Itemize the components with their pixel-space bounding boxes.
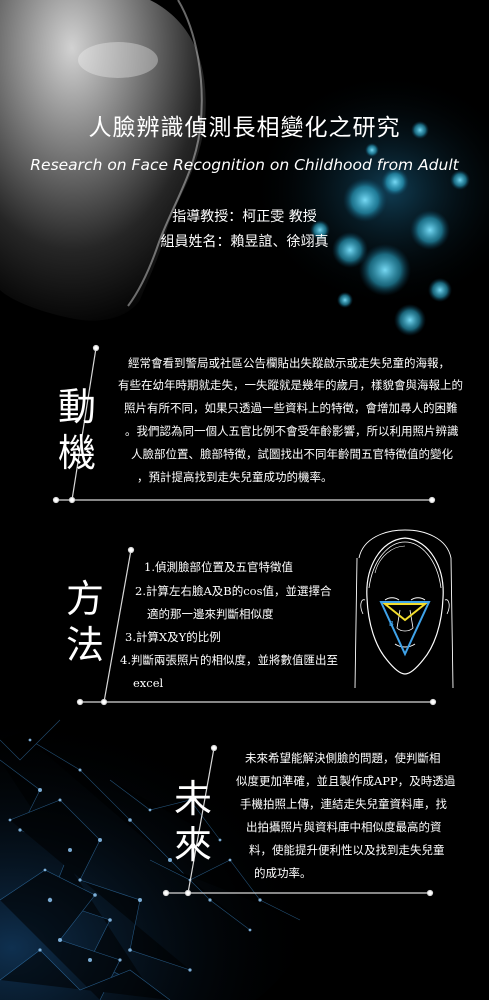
future-line: 出拍攝照片與資料庫中相似度最高的資 (246, 820, 442, 834)
motivation-heading: 動 機 (52, 384, 102, 476)
network-graphic (0, 710, 320, 1000)
method-item: 3.計算X及Y的比例 (125, 630, 221, 644)
motivation-heading-char: 動 (57, 385, 96, 429)
future-heading-char: 來 (173, 823, 212, 867)
method-heading: 方 法 (60, 576, 110, 668)
face-diagram: B (354, 529, 454, 688)
motivation-line: 。我們認為同一個人五官比例不會受年齡影響，所以利用照片辨識 (125, 424, 459, 438)
motivation-heading-char: 機 (57, 431, 96, 475)
future-line: 的成功率。 (254, 866, 312, 880)
motivation-line: 經常會看到警局或社區公告欄貼出失蹤啟示或走失兒童的海報， (128, 356, 450, 370)
method-item: 適的那一邊來判斷相似度 (147, 607, 274, 621)
future-heading-char: 未 (173, 777, 212, 821)
method-item: excel (133, 676, 164, 690)
title-english: Research on Face Recognition on Childhoo… (30, 156, 459, 174)
yellow-triangle (382, 603, 428, 622)
method-heading-char: 法 (65, 623, 104, 667)
motivation-line: ，預計提高找到走失兒童成功的機率。 (137, 470, 333, 484)
blue-triangle (379, 601, 431, 657)
future-heading: 未 來 (168, 776, 218, 868)
future-line: 似度更加準確，並且製作成APP，及時透過 (236, 774, 456, 788)
method-item: 1.偵測臉部位置及五官特徵值 (144, 560, 293, 574)
motivation-line: 人臉部位置、臉部特徵，試圖找出不同年齡間五官特徵值的變化 (131, 447, 453, 461)
members-line: 組員姓名：賴昱誼、徐翊真 (160, 234, 329, 250)
title-chinese: 人臉辨識偵測長相變化之研究 (88, 115, 401, 141)
method-item: 2.計算左右臉A及B的cos值，並選擇合 (135, 584, 332, 598)
future-line: 未來希望能解決側臉的問題，使判斷相 (245, 751, 441, 765)
method-heading-char: 方 (65, 577, 104, 621)
bokeh-lights (250, 70, 489, 336)
future-line: 料，使能提升便利性以及找到走失兒童 (249, 843, 445, 857)
method-item: 4.判斷兩張照片的相似度，並將數值匯出至 (120, 653, 338, 667)
diagram-label-b: B (389, 621, 394, 628)
advisor-line: 指導教授：柯正雯 教授 (172, 209, 317, 225)
motivation-line: 有些在幼年時期就走失，一失蹤就是幾年的歲月，樣貌會與海報上的 (118, 378, 463, 392)
face-silhouette (0, 0, 206, 321)
future-line: 手機拍照上傳，連結走失兒童資料庫，找 (240, 797, 447, 811)
face-outline (366, 537, 444, 675)
motivation-line: 照片有所不同，如果只透過一些資料上的特徵，會增加尋人的困難 (124, 401, 458, 415)
